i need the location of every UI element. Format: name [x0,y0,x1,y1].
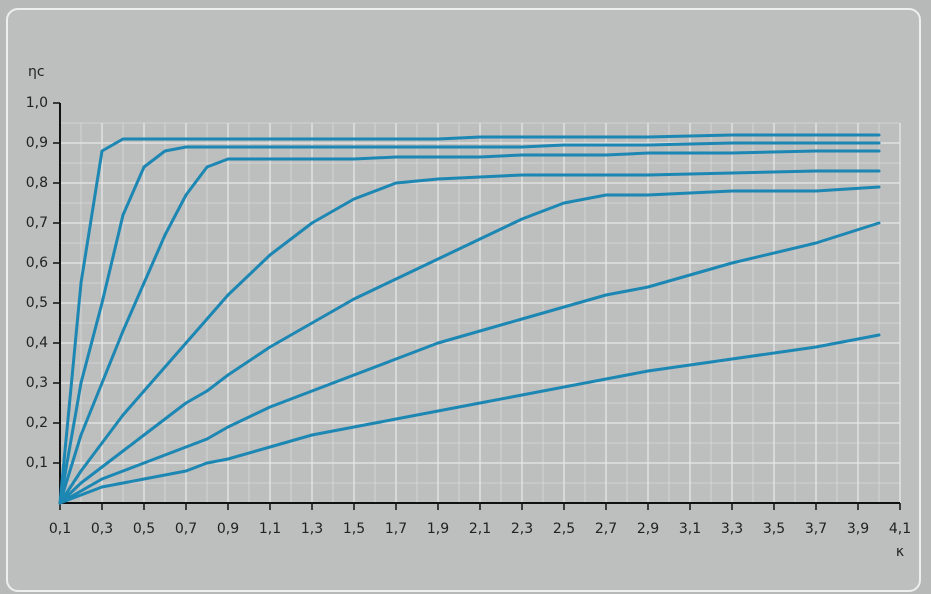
y-tick-label: 0,4 [26,335,48,351]
y-tick-label: 0,8 [26,175,48,191]
series-line [58,185,881,505]
y-tick-label: 0,9 [26,135,48,151]
series-line [58,333,881,505]
x-tick-label: 1,9 [427,521,449,537]
x-axis-label: κ [896,544,904,560]
x-tick-label: 0,7 [175,521,197,537]
x-tick-label: 1,7 [385,521,407,537]
x-tick-label: 2,3 [511,521,533,537]
x-tick-label: 2,7 [595,521,617,537]
panel [6,8,921,592]
x-tick-label: 4,1 [889,521,911,537]
x-tick-label: 1,3 [301,521,323,537]
x-tick-label: 1,1 [259,521,281,537]
x-tick-label: 0,3 [91,521,113,537]
series-line [58,133,881,505]
y-tick-label: 0,1 [26,455,48,471]
x-tick-label: 3,5 [763,521,785,537]
x-tick-label: 3,9 [847,521,869,537]
x-tick-label: 0,5 [133,521,155,537]
x-tick-label: 2,9 [637,521,659,537]
x-tick-label: 2,5 [553,521,575,537]
x-tick-label: 3,3 [721,521,743,537]
y-tick-label: 0,3 [26,375,48,391]
x-tick-label: 3,1 [679,521,701,537]
series-line [58,169,881,505]
y-tick-label: 1,0 [26,95,48,111]
y-tick-label: 0,5 [26,295,48,311]
y-tick-label: 0,2 [26,415,48,431]
y-axis-label: ηc [28,64,45,80]
series-line [58,221,881,505]
y-tick-label: 0,6 [26,255,48,271]
x-tick-label: 0,1 [49,521,71,537]
x-tick-label: 2,1 [469,521,491,537]
x-tick-label: 1,5 [343,521,365,537]
y-tick-label: 0,7 [26,215,48,231]
series-line [58,141,881,505]
x-tick-label: 0,9 [217,521,239,537]
x-tick-label: 3,7 [805,521,827,537]
series-line [58,149,881,505]
